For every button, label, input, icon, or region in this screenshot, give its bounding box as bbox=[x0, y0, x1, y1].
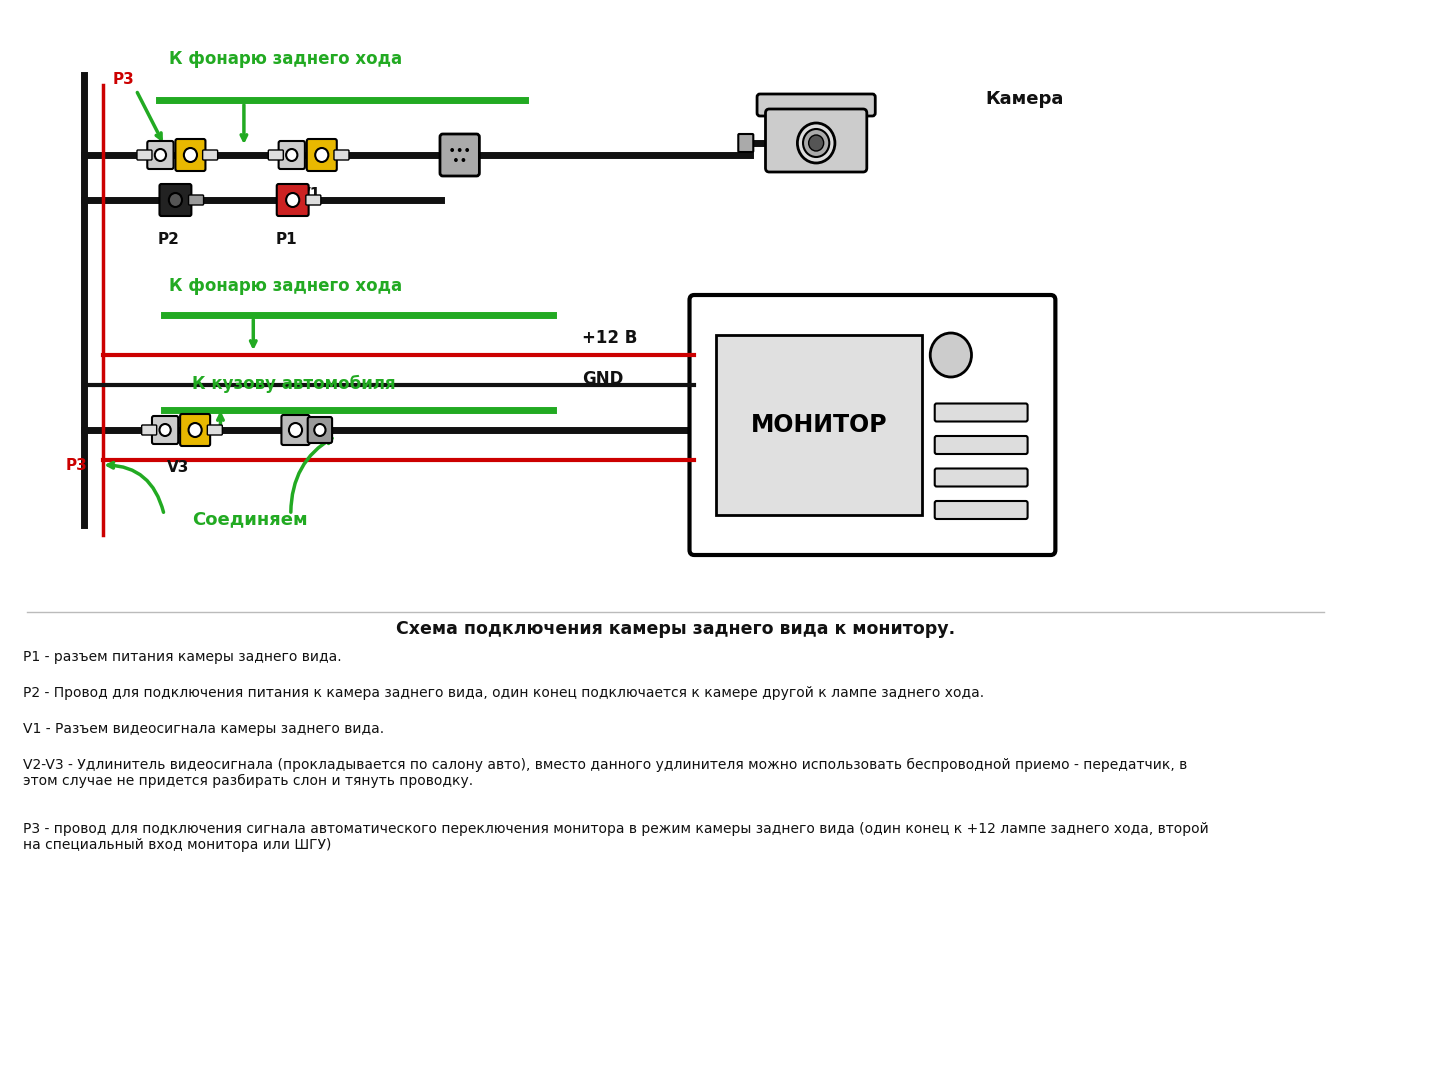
Circle shape bbox=[451, 148, 454, 152]
FancyBboxPatch shape bbox=[268, 150, 284, 160]
FancyBboxPatch shape bbox=[141, 425, 157, 435]
Text: V1: V1 bbox=[298, 187, 321, 202]
FancyBboxPatch shape bbox=[757, 94, 876, 116]
FancyBboxPatch shape bbox=[180, 414, 210, 446]
FancyBboxPatch shape bbox=[307, 139, 337, 172]
Text: P1: P1 bbox=[275, 232, 297, 247]
FancyBboxPatch shape bbox=[334, 150, 348, 160]
Circle shape bbox=[798, 123, 835, 163]
Text: P2 - Провод для подключения питания к камера заднего вида, один конец подключает: P2 - Провод для подключения питания к ка… bbox=[23, 686, 985, 700]
Text: Схема подключения камеры заднего вида к монитору.: Схема подключения камеры заднего вида к … bbox=[396, 620, 955, 638]
FancyBboxPatch shape bbox=[308, 417, 333, 443]
Text: V2: V2 bbox=[163, 187, 184, 202]
FancyBboxPatch shape bbox=[935, 403, 1028, 421]
Circle shape bbox=[315, 148, 328, 162]
Circle shape bbox=[289, 423, 302, 437]
Text: Соединяем: Соединяем bbox=[193, 510, 308, 528]
FancyBboxPatch shape bbox=[739, 134, 753, 152]
FancyBboxPatch shape bbox=[441, 134, 480, 176]
FancyBboxPatch shape bbox=[203, 150, 217, 160]
FancyBboxPatch shape bbox=[176, 139, 206, 172]
Text: P3: P3 bbox=[112, 73, 134, 88]
FancyBboxPatch shape bbox=[766, 109, 867, 172]
Circle shape bbox=[189, 423, 202, 437]
FancyBboxPatch shape bbox=[935, 501, 1028, 519]
Text: К кузову автомобиля: К кузову автомобиля bbox=[193, 375, 396, 393]
Circle shape bbox=[160, 425, 171, 436]
Circle shape bbox=[930, 333, 972, 377]
Text: P3: P3 bbox=[66, 458, 88, 473]
FancyBboxPatch shape bbox=[153, 416, 179, 444]
Bar bbox=[716, 334, 923, 515]
FancyBboxPatch shape bbox=[935, 468, 1028, 487]
Text: GND: GND bbox=[582, 370, 624, 388]
Circle shape bbox=[154, 149, 166, 161]
Circle shape bbox=[458, 148, 462, 152]
Text: Камера: Камера bbox=[985, 90, 1063, 108]
Circle shape bbox=[462, 158, 465, 162]
Text: +12 В: +12 В bbox=[582, 329, 636, 347]
Text: V3: V3 bbox=[167, 460, 190, 475]
FancyBboxPatch shape bbox=[207, 425, 222, 435]
Text: P1 - разъем питания камеры заднего вида.: P1 - разъем питания камеры заднего вида. bbox=[23, 650, 343, 664]
Text: P2: P2 bbox=[158, 232, 180, 247]
Text: МОНИТОР: МОНИТОР bbox=[750, 413, 887, 437]
FancyBboxPatch shape bbox=[147, 142, 174, 169]
Text: К фонарю заднего хода: К фонарю заднего хода bbox=[168, 277, 402, 295]
Circle shape bbox=[314, 425, 325, 436]
FancyBboxPatch shape bbox=[276, 184, 308, 215]
FancyBboxPatch shape bbox=[189, 195, 203, 205]
Circle shape bbox=[454, 158, 458, 162]
FancyBboxPatch shape bbox=[305, 195, 321, 205]
FancyBboxPatch shape bbox=[278, 142, 305, 169]
Circle shape bbox=[809, 135, 824, 151]
Text: Р3 - провод для подключения сигнала автоматического переключения монитора в режи: Р3 - провод для подключения сигнала авто… bbox=[23, 822, 1210, 852]
FancyBboxPatch shape bbox=[935, 436, 1028, 455]
Text: V2-V3 - Удлинитель видеосигнала (прокладывается по салону авто), вместо данного : V2-V3 - Удлинитель видеосигнала (проклад… bbox=[23, 758, 1188, 788]
Text: К фонарю заднего хода: К фонарю заднего хода bbox=[168, 50, 402, 68]
FancyBboxPatch shape bbox=[281, 415, 310, 445]
FancyBboxPatch shape bbox=[690, 295, 1056, 555]
Circle shape bbox=[287, 149, 298, 161]
Circle shape bbox=[184, 148, 197, 162]
FancyBboxPatch shape bbox=[160, 184, 192, 215]
Circle shape bbox=[168, 193, 181, 207]
Circle shape bbox=[465, 148, 469, 152]
Circle shape bbox=[287, 193, 300, 207]
Text: V1 - Разъем видеосигнала камеры заднего вида.: V1 - Разъем видеосигнала камеры заднего … bbox=[23, 723, 384, 736]
Circle shape bbox=[804, 129, 829, 157]
FancyBboxPatch shape bbox=[137, 150, 153, 160]
